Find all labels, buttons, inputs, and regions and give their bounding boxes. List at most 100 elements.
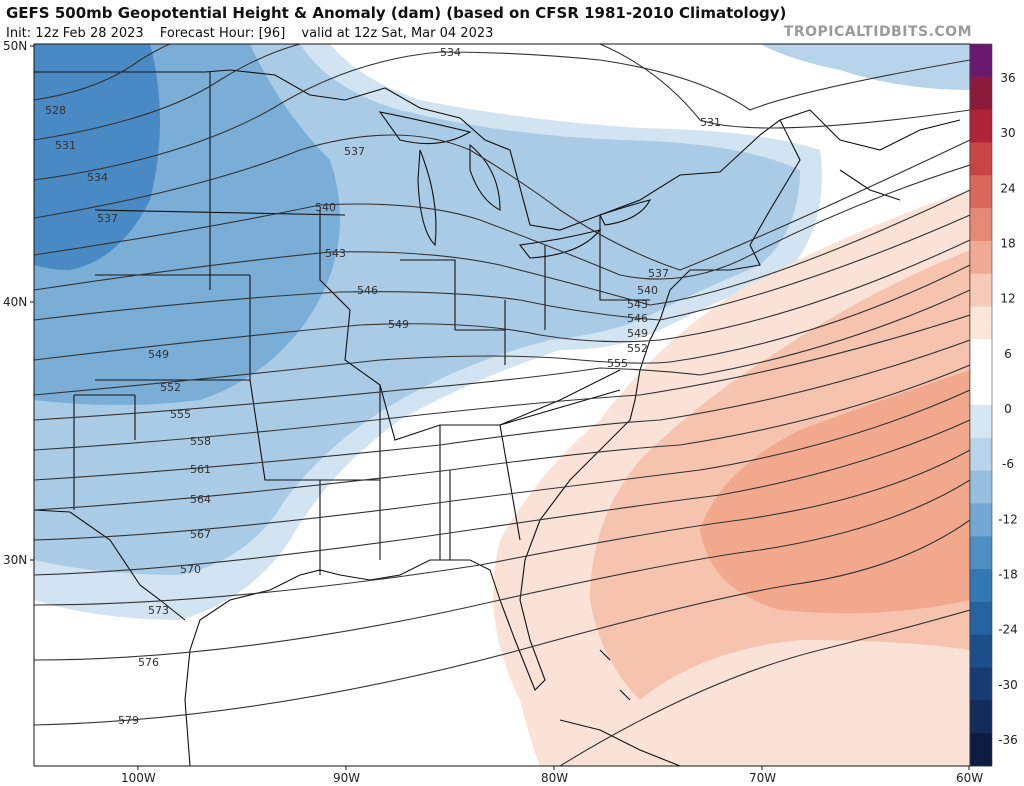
colorbar-swatch [970,503,992,537]
colorbar-tick-label: 18 [1000,237,1015,251]
colorbar-tick-label: 6 [1004,347,1012,361]
colorbar-swatch [970,76,992,111]
map-plot-area: 528 531 534 537 540 543 546 549 549 552 … [34,44,970,766]
colorbar: 36 30 24 18 12 6 0 -6 -12 -18 -24 -30 -36 [969,43,1018,767]
contour-label-552: 552 [160,381,181,394]
negative-anomaly-strong [34,44,160,270]
contour-label-546-coast: 546 [627,312,648,325]
contour-549 [34,239,970,361]
lon-label-70w: 70W [749,771,776,785]
negative-anomaly-top [760,44,970,90]
colorbar-tick-label: -18 [998,568,1018,582]
colorbar-tick-label: 36 [1000,71,1015,85]
colorbar-frame [969,43,993,767]
state-lines-north [73,72,650,575]
contour-540 [34,164,970,280]
contour-label-543-coast: 543 [627,298,648,311]
contour-label-576: 576 [138,656,159,669]
lon-label-100w: 100W [121,771,156,785]
political-boundaries [34,69,961,766]
contour-label-531: 531 [55,139,76,152]
contour-label-540-coast: 540 [637,284,658,297]
lat-label-30n: 30N [3,553,27,567]
contour-label-573: 573 [148,604,169,617]
contour-label-549-east: 549 [388,318,409,331]
contour-label-537-north: 537 [344,145,365,158]
colorbar-swatch [970,372,992,406]
map-subtitle: Init: 12z Feb 28 2023 Forecast Hour: [96… [6,26,505,41]
colorbar-swatch [970,569,992,603]
contour-label-534: 534 [87,171,108,184]
mexico-border [34,509,186,621]
colorbar-tick-label: -30 [998,678,1018,692]
contour-561 [34,339,970,481]
contour-579 [34,519,970,726]
colorbar-tick-label: -12 [998,512,1018,526]
valid-time: valid at 12z Sat, Mar 04 2023 [301,26,494,41]
colorbar-swatch [970,339,992,373]
contour-label-543: 543 [325,247,346,260]
colorbar-swatch [970,208,992,242]
colorbar-swatch [970,470,992,504]
colorbar-tick-label: 0 [1004,402,1012,416]
longitude-axis: 100W 90W 80W 70W 60W [121,766,983,785]
colorbar-tick-label: -24 [998,623,1018,637]
contour-label-579: 579 [118,714,139,727]
canada-maritimes [779,109,961,201]
init-time: Init: 12z Feb 28 2023 [6,26,144,41]
contour-labels-west: 528 531 534 537 540 543 546 549 549 552 … [42,103,409,727]
lat-label-50n: 50N [3,39,27,53]
latitude-axis: 50N 40N 30N [3,39,34,567]
lon-label-90w: 90W [333,771,360,785]
contour-label-564: 564 [190,493,211,506]
contour-546 [34,214,970,321]
colorbar-swatch [970,733,992,767]
contour-543 [34,189,970,306]
contour-label-570: 570 [180,563,201,576]
colorbar-swatch [970,175,992,209]
contour-label-549-coast: 549 [627,327,648,340]
contour-label-549: 549 [148,348,169,361]
contour-label-537: 537 [97,212,118,225]
contour-567 [34,389,970,541]
colorbar-swatch [970,109,992,143]
contour-570 [34,419,970,576]
contour-531 [34,44,301,141]
contour-564 [34,364,970,511]
colorbar-tick-label: 12 [1000,292,1015,306]
colorbar-tick-label: 24 [1000,181,1015,195]
forecast-hour: Forecast Hour: [96] [159,26,286,41]
colorbar-swatch [970,700,992,734]
contour-582 [559,609,970,766]
colorbar-swatch [970,634,992,669]
contour-label-552-coast: 552 [627,342,648,355]
lon-label-60w: 60W [956,771,983,785]
contour-573 [34,449,970,606]
us-canada-border [34,69,781,231]
colorbar-swatch [970,437,992,472]
contour-label-540: 540 [315,201,336,214]
contour-label-561: 561 [190,463,211,476]
cuba-bahamas [559,649,681,766]
great-lakes [378,111,652,259]
contour-label-537-coast: 537 [648,267,669,280]
contour-label-528: 528 [45,104,66,117]
contour-555 [34,289,970,421]
colorbar-swatch [970,601,992,636]
lat-label-40n: 40N [3,295,27,309]
contour-label-558: 558 [190,435,211,448]
colorbar-swatch [970,142,992,176]
contour-534 [34,51,970,181]
colorbar-labels: 36 30 24 18 12 6 0 -6 -12 -18 -24 -30 -36 [998,71,1018,747]
lon-label-80w: 80W [541,771,568,785]
positive-anomaly-mid [700,370,970,614]
height-contours [34,44,970,766]
contour-label-531-north: 531 [700,116,721,129]
atlantic-coastline [184,119,801,766]
contour-552 [34,264,970,396]
contour-label-555-coast: 555 [607,357,628,370]
colorbar-swatch [970,240,992,275]
contour-531-east [599,44,970,129]
contour-537 [34,134,970,271]
contour-528 [34,44,171,101]
